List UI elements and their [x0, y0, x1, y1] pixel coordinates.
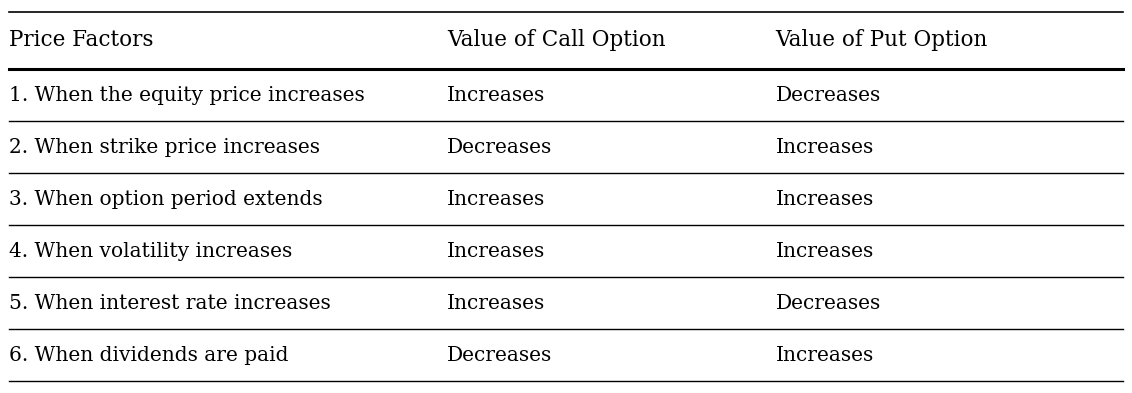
Text: Decreases: Decreases [775, 86, 881, 105]
Text: Increases: Increases [447, 189, 546, 209]
Text: 6. When dividends are paid: 6. When dividends are paid [9, 346, 289, 365]
Text: 5. When interest rate increases: 5. When interest rate increases [9, 294, 331, 313]
Text: Increases: Increases [447, 242, 546, 261]
Text: Value of Put Option: Value of Put Option [775, 29, 988, 51]
Text: 4. When volatility increases: 4. When volatility increases [9, 242, 292, 261]
Text: 3. When option period extends: 3. When option period extends [9, 189, 323, 209]
Text: Decreases: Decreases [775, 294, 881, 313]
Text: Value of Call Option: Value of Call Option [447, 29, 666, 51]
Text: Increases: Increases [775, 242, 874, 261]
Text: Decreases: Decreases [447, 346, 552, 365]
Text: Price Factors: Price Factors [9, 29, 154, 51]
Text: Increases: Increases [775, 346, 874, 365]
Text: Increases: Increases [447, 86, 546, 105]
Text: 2. When strike price increases: 2. When strike price increases [9, 138, 320, 156]
Text: Increases: Increases [775, 138, 874, 156]
Text: Decreases: Decreases [447, 138, 552, 156]
Text: Increases: Increases [775, 189, 874, 209]
Text: Increases: Increases [447, 294, 546, 313]
Text: 1. When the equity price increases: 1. When the equity price increases [9, 86, 365, 105]
